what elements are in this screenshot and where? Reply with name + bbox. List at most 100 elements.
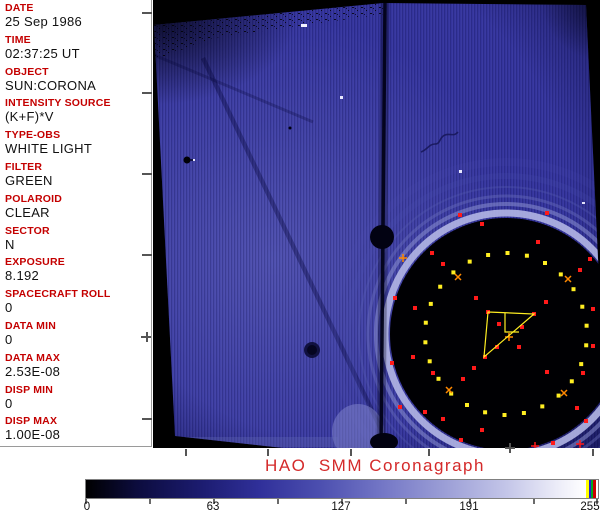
red-marker-dot — [411, 355, 415, 359]
yellow-marker-dot — [428, 301, 433, 306]
yellow-marker-dot — [502, 413, 507, 417]
red-marker-dot — [483, 355, 487, 359]
red-marker-dot — [578, 268, 582, 272]
field-value: CLEAR — [5, 204, 50, 220]
coronagraph-image[interactable] — [153, 0, 600, 448]
x-marker — [564, 275, 572, 283]
colorbar — [85, 479, 599, 499]
coronagraph-image-canvas[interactable] — [153, 0, 600, 448]
red-marker-dot — [474, 296, 478, 300]
red-marker-dot — [536, 240, 540, 244]
plus-marker — [576, 440, 584, 448]
red-marker-dot — [423, 410, 427, 414]
plus-marker — [531, 442, 539, 448]
yellow-marker-dot — [423, 340, 428, 345]
yellow-marker-dot — [505, 251, 510, 255]
red-marker-dot — [581, 371, 585, 375]
red-marker-dot — [390, 361, 394, 365]
fiducial-tick — [428, 449, 430, 456]
red-marker-dot — [398, 405, 402, 409]
colorbar-tick — [596, 499, 598, 504]
colorbar-tick-label: 63 — [206, 501, 220, 512]
metadata-field: DATA MIN 0 — [5, 321, 150, 347]
red-marker-dot — [545, 211, 549, 215]
red-marker-dot — [551, 441, 555, 445]
pylon-ball — [370, 225, 394, 249]
plus-marker — [399, 254, 407, 262]
yellow-marker-dot — [558, 272, 563, 277]
colorbar-tick-label: 0 — [83, 501, 91, 512]
fiducial-tick — [185, 449, 187, 456]
metadata-field: DATE 25 Sep 1986 — [5, 3, 150, 29]
yellow-marker-dot — [483, 410, 488, 415]
field-label: FILTER — [5, 161, 43, 173]
yellow-marker-dot — [540, 404, 545, 409]
diffraction-ring — [381, 209, 600, 448]
diagonal-streak-2 — [154, 53, 314, 124]
field-value: 1.00E-08 — [5, 427, 61, 443]
field-value: 0 — [5, 395, 13, 411]
red-marker-dot — [497, 322, 501, 326]
field-label: DATA MAX — [5, 351, 61, 364]
colorbar-tick — [85, 499, 87, 504]
lut-end-stripe — [589, 480, 591, 498]
diffraction-ring — [366, 194, 600, 448]
yellow-marker-dot — [584, 343, 589, 348]
colorbar-tick — [469, 499, 471, 504]
field-label: OBJECT — [5, 65, 49, 78]
yellow-marker-dot — [436, 376, 441, 381]
yellow-marker-dot — [579, 362, 584, 367]
lut-end-stripe — [591, 480, 593, 498]
red-marker-dot — [495, 345, 499, 349]
red-marker-dot — [441, 262, 445, 266]
field-value: (K+F)*V — [5, 109, 54, 125]
lut-end-stripe — [593, 480, 596, 498]
red-marker-dot — [591, 307, 595, 311]
field-label: SPACECRAFT ROLL — [5, 288, 111, 301]
red-marker-dot — [591, 344, 595, 348]
occulting-disk — [390, 218, 600, 448]
dark-speck — [183, 156, 191, 164]
red-marker-dot — [584, 419, 588, 423]
red-marker-dot — [588, 257, 592, 261]
yellow-marker-dot — [524, 253, 529, 258]
red-marker-dot — [459, 438, 463, 442]
field-label: DISP MAX — [5, 415, 58, 428]
colorbar-tick-label: 255 — [580, 501, 600, 512]
yellow-marker-dot — [571, 287, 576, 292]
field-label: TYPE-OBS — [5, 129, 61, 142]
metadata-field: FILTER GREEN — [5, 162, 150, 188]
colorbar-tick — [277, 499, 279, 504]
diffraction-ring — [374, 202, 600, 448]
field-value: 8.192 — [5, 268, 40, 284]
red-marker-dot — [461, 377, 465, 381]
field-label: INTENSITY SOURCE — [5, 97, 111, 110]
yellow-marker-dot — [486, 253, 491, 257]
diffraction-ring — [358, 186, 600, 448]
metadata-field: INTENSITY SOURCE (K+F)*V — [5, 98, 150, 124]
metadata-field: DISP MAX 1.00E-08 — [5, 416, 150, 442]
colorbar-tick-label: 127 — [331, 501, 351, 512]
red-marker-dot — [545, 370, 549, 374]
field-value: 2.53E-08 — [5, 363, 61, 379]
lut-end-stripe — [586, 480, 589, 498]
pylon-base — [370, 433, 398, 448]
field-value: 02:37:25 UT — [5, 45, 80, 61]
field-value: SUN:CORONA — [5, 77, 97, 93]
colorbar-tick — [341, 499, 343, 504]
red-marker-dot — [520, 325, 524, 329]
field-label: TIME — [5, 33, 31, 46]
fiducial-tick — [142, 418, 152, 420]
field-value: N — [5, 236, 15, 252]
colorbar-tick — [149, 499, 151, 504]
red-marker-dot — [517, 345, 521, 349]
metadata-field: SECTOR N — [5, 225, 150, 252]
metadata-field: OBJECT SUN:CORONA — [5, 65, 150, 93]
field-value: WHITE LIGHT — [5, 141, 93, 157]
metadata-field: POLAROID CLEAR — [5, 193, 150, 220]
annotation-polygon-inner — [504, 313, 519, 333]
squiggle-artifact — [420, 131, 459, 153]
metadata-field: DATA MAX 2.53E-08 — [5, 351, 150, 379]
red-marker-dot — [431, 371, 435, 375]
fiducial-tick — [592, 449, 594, 456]
